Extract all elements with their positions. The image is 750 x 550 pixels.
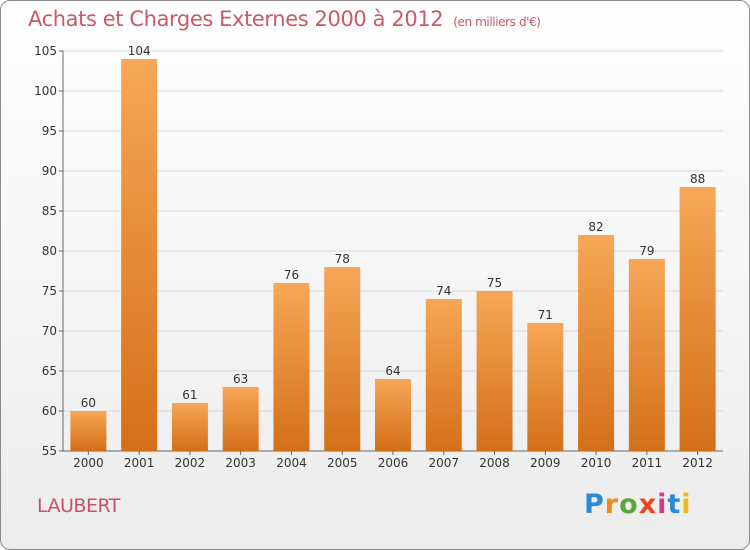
bar-2003 xyxy=(222,387,259,451)
bar-value-label: 60 xyxy=(81,396,96,410)
bar-2007 xyxy=(425,299,462,451)
y-tick-label: 60 xyxy=(42,404,57,418)
y-tick-label: 90 xyxy=(42,164,57,178)
x-tick-label: 2004 xyxy=(276,456,307,470)
y-tick-label: 70 xyxy=(42,324,57,338)
x-tick-label: 2012 xyxy=(682,456,713,470)
x-tick-label: 2007 xyxy=(428,456,459,470)
bar-value-label: 74 xyxy=(436,284,451,298)
bar-value-label: 64 xyxy=(385,364,400,378)
bar-2001 xyxy=(121,59,158,451)
x-tick-label: 2010 xyxy=(581,456,612,470)
bar-value-label: 61 xyxy=(182,388,197,402)
bar-value-label: 82 xyxy=(588,220,603,234)
bar-value-label: 75 xyxy=(487,276,502,290)
logo-letter: x xyxy=(638,489,658,520)
bar-value-label: 79 xyxy=(639,244,654,258)
bar-2002 xyxy=(171,403,208,451)
logo-letter: i xyxy=(657,489,668,520)
bar-2005 xyxy=(324,267,361,451)
bar-value-label: 76 xyxy=(284,268,299,282)
x-tick-label: 2000 xyxy=(73,456,104,470)
x-tick-label: 2008 xyxy=(479,456,510,470)
y-tick-label: 85 xyxy=(42,204,57,218)
chart-title: Achats et Charges Externes 2000 à 2012 (e… xyxy=(28,7,541,31)
x-tick-label: 2005 xyxy=(327,456,358,470)
y-tick-label: 95 xyxy=(42,124,57,138)
bar-value-label: 104 xyxy=(128,44,151,58)
bar-value-label: 63 xyxy=(233,372,248,386)
bar-2011 xyxy=(628,259,665,451)
y-tick-label: 105 xyxy=(34,44,57,58)
bar-2006 xyxy=(375,379,411,451)
bar-2009 xyxy=(527,323,564,451)
commune-name: LAUBERT xyxy=(37,495,120,517)
logo-letter: t xyxy=(667,489,682,520)
logo-letter: i xyxy=(681,489,692,520)
title-unit: (en milliers d'€) xyxy=(453,15,541,29)
bar-2012 xyxy=(679,187,716,451)
x-tick-label: 2006 xyxy=(378,456,409,470)
logo-letter: P xyxy=(584,489,605,520)
logo-letter: o xyxy=(619,489,639,520)
y-tick-label: 100 xyxy=(34,84,57,98)
bar-value-label: 78 xyxy=(335,252,350,266)
title-text: Achats et Charges Externes 2000 à 2012 xyxy=(28,7,444,31)
y-tick-label: 55 xyxy=(42,444,57,458)
bar-2000 xyxy=(70,411,107,451)
x-tick-label: 2001 xyxy=(124,456,155,470)
logo-letter: r xyxy=(604,489,620,520)
x-tick-label: 2011 xyxy=(632,456,663,470)
bar-2008 xyxy=(476,291,513,451)
y-tick-label: 65 xyxy=(42,364,57,378)
x-tick-label: 2009 xyxy=(530,456,561,470)
bar-value-label: 88 xyxy=(690,172,705,186)
bar-2010 xyxy=(578,235,615,451)
bar-value-label: 71 xyxy=(538,308,553,322)
x-tick-label: 2003 xyxy=(225,456,256,470)
y-tick-label: 80 xyxy=(42,244,57,258)
x-tick-label: 2002 xyxy=(175,456,206,470)
bar-2004 xyxy=(273,283,310,451)
proxiti-logo[interactable]: Proxiti xyxy=(584,489,692,520)
y-tick-label: 75 xyxy=(42,284,57,298)
